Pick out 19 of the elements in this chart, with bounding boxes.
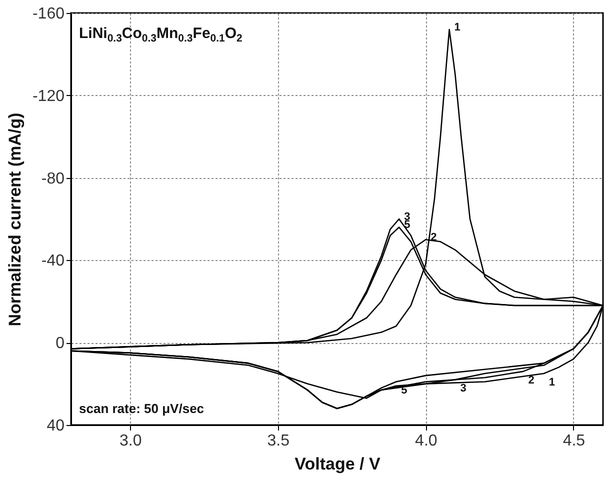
y-tick-label: 40	[46, 418, 65, 434]
y-tick-label: -120	[32, 88, 65, 105]
annotation: scan rate: 50 μV/sec	[79, 401, 204, 416]
annotation: 5	[404, 219, 410, 232]
annotation: 1	[454, 21, 460, 34]
y-tick-label: -40	[41, 252, 65, 270]
y-tick-label: 0	[56, 335, 65, 352]
x-tick-label: 3.5	[267, 432, 290, 450]
annotation: 1	[548, 376, 556, 388]
y-tick-label: -160	[32, 6, 65, 22]
x-tick-label: 4.0	[415, 432, 438, 450]
annotation: 2	[528, 374, 534, 386]
x-tick-label: 4.5	[562, 432, 586, 450]
annotation: 5	[401, 384, 408, 397]
y-axis-title: Normalized current (mA/g)	[5, 112, 24, 326]
y-tick-label: -80	[41, 170, 65, 188]
annotation: 3	[460, 382, 466, 395]
x-axis-title: Voltage / V	[294, 454, 381, 474]
x-tick-label: 3.0	[119, 432, 142, 450]
